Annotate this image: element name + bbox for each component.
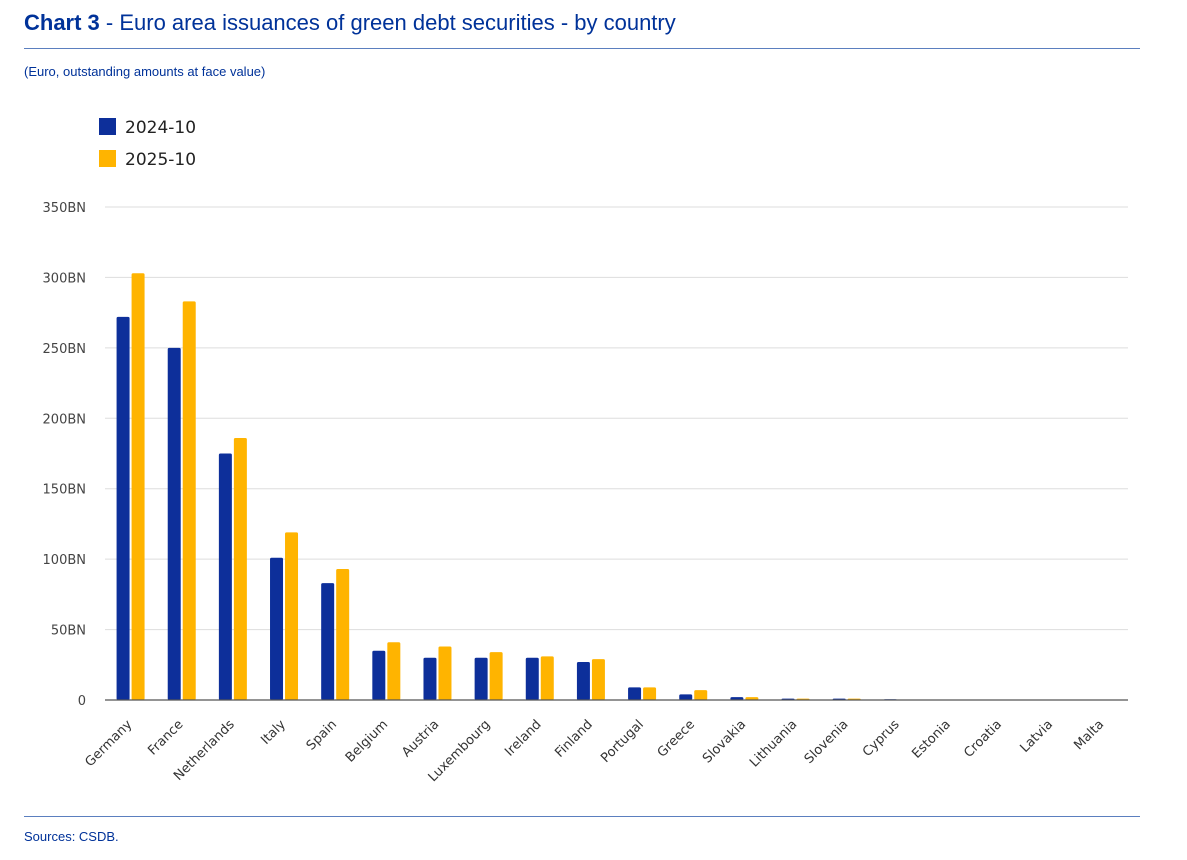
bar-2025-10 bbox=[694, 690, 708, 700]
legend-label: 2024-10 bbox=[125, 118, 196, 138]
bar-2025-10 bbox=[540, 656, 554, 700]
bar-2024-10 bbox=[628, 687, 642, 700]
bar-2024-10 bbox=[167, 347, 181, 700]
x-tick-label: Portugal bbox=[598, 717, 647, 766]
chart-title-bold: Chart 3 bbox=[24, 10, 100, 35]
y-tick-label: 200BN bbox=[43, 412, 86, 427]
bar-2025-10 bbox=[489, 652, 503, 700]
x-tick-label: Greece bbox=[655, 717, 698, 760]
legend-swatch bbox=[99, 118, 116, 135]
bar-2025-10 bbox=[387, 642, 401, 700]
y-tick-label: 100BN bbox=[43, 553, 86, 568]
x-tick-label: Slovenia bbox=[802, 717, 852, 767]
y-tick-label: 150BN bbox=[43, 483, 86, 498]
chart-subtitle: (Euro, outstanding amounts at face value… bbox=[24, 64, 266, 79]
bar-2025-10 bbox=[131, 273, 145, 700]
chart-title: Chart 3 - Euro area issuances of green d… bbox=[24, 10, 676, 36]
y-tick-label: 0 bbox=[78, 694, 86, 709]
y-tick-label: 300BN bbox=[43, 271, 86, 286]
legend: 2024-10 2025-10 bbox=[99, 118, 196, 170]
x-tick-label: Cyprus bbox=[860, 717, 903, 760]
bar-2025-10 bbox=[233, 438, 247, 700]
chart-title-rest: - Euro area issuances of green debt secu… bbox=[99, 10, 676, 35]
bar-2024-10 bbox=[423, 657, 437, 700]
bar-2025-10 bbox=[643, 687, 657, 700]
bar-2024-10 bbox=[372, 650, 386, 700]
x-tick-label: Estonia bbox=[909, 717, 953, 761]
y-tick-label: 250BN bbox=[43, 342, 86, 357]
x-tick-label: Lithuania bbox=[747, 717, 800, 770]
x-tick-label: Spain bbox=[304, 717, 340, 753]
legend-swatch bbox=[99, 150, 116, 167]
bar-2024-10 bbox=[474, 657, 488, 700]
bar-2024-10 bbox=[679, 694, 693, 700]
x-tick-label: Croatia bbox=[961, 717, 1005, 761]
x-tick-label: Austria bbox=[399, 717, 442, 760]
bar-2025-10 bbox=[336, 569, 350, 700]
x-tick-label: Finland bbox=[552, 717, 595, 760]
bar-2024-10 bbox=[730, 697, 744, 700]
x-tick-label: Belgium bbox=[343, 717, 391, 765]
y-tick-label: 50BN bbox=[51, 624, 86, 639]
sources-note: Sources: CSDB. bbox=[24, 829, 119, 844]
x-tick-label: Germany bbox=[83, 717, 136, 770]
bar-2025-10 bbox=[591, 659, 605, 700]
bars bbox=[116, 273, 1117, 700]
x-tick-label: Latvia bbox=[1018, 717, 1057, 756]
bar-2025-10 bbox=[285, 532, 299, 700]
bar-2025-10 bbox=[438, 646, 452, 700]
gridlines bbox=[105, 206, 1128, 631]
bar-2024-10 bbox=[525, 657, 539, 700]
footer-divider bbox=[24, 816, 1140, 817]
x-tick-label: Malta bbox=[1071, 717, 1107, 753]
bar-2024-10 bbox=[321, 583, 335, 700]
bar-2025-10 bbox=[745, 697, 759, 700]
title-divider bbox=[24, 48, 1140, 49]
x-tick-label: Ireland bbox=[502, 717, 544, 759]
bar-2024-10 bbox=[116, 316, 130, 700]
x-tick-label: France bbox=[145, 717, 186, 758]
x-tick-label: Slovakia bbox=[700, 717, 749, 766]
bar-2024-10 bbox=[270, 557, 284, 700]
legend-label: 2025-10 bbox=[125, 150, 196, 170]
bar-2025-10 bbox=[182, 301, 196, 700]
x-tick-label: Italy bbox=[258, 717, 289, 748]
bar-2024-10 bbox=[576, 661, 590, 700]
y-tick-label: 350BN bbox=[43, 201, 86, 216]
bar-2024-10 bbox=[218, 453, 232, 700]
